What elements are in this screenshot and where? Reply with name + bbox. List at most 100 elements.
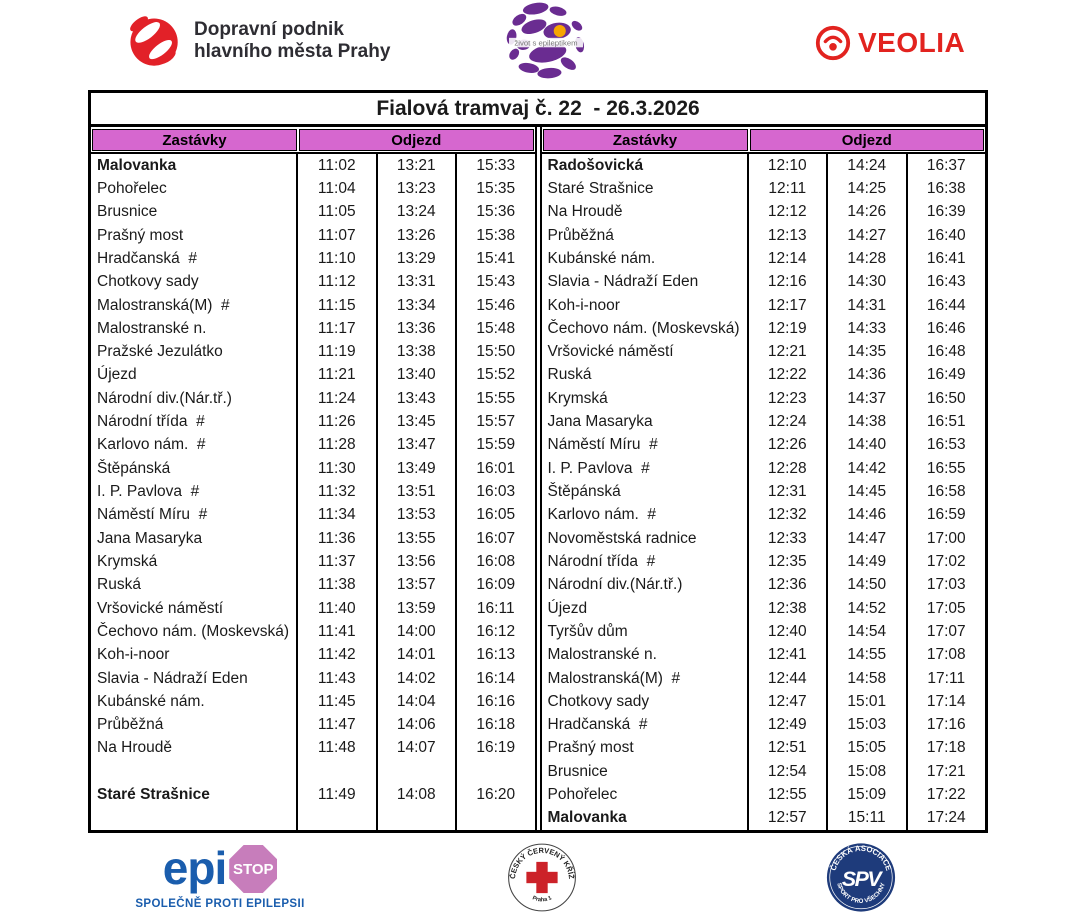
departure-time: 17:02: [905, 550, 986, 574]
spv-logo: ČESKÁ ASOCIACE SPV SPORT PRO VŠECHNY: [823, 842, 899, 913]
table-row: Hradčanská # 12:49 15:03 17:16: [542, 713, 986, 737]
table-row: Pohořelec 12:55 15:09 17:22: [542, 783, 986, 807]
table-row: Vršovické náměstí 11:40 13:59 16:11: [91, 596, 535, 621]
table-row: Jana Masaryka 12:24 14:38 16:51: [542, 410, 986, 434]
departure-time: 15:55: [455, 387, 535, 411]
departure-time: 14:33: [826, 317, 906, 341]
departure-time: 13:38: [375, 340, 456, 364]
departure-time: 12:40: [746, 620, 827, 644]
departure-time: 14:54: [826, 620, 906, 644]
departure-time: 12:54: [746, 760, 827, 784]
left-table-body: Malovanka 11:02 13:21 15:33 Pohořelec 11:04 13…: [91, 154, 535, 831]
stop-name: Staré Strašnice: [547, 179, 654, 197]
departure-time: 14:42: [826, 457, 906, 481]
table-row: Kubánské nám. 12:14 14:28 16:41: [542, 247, 986, 271]
departure-time: 13:56: [375, 550, 456, 574]
table-row: Malostranská(M) # 12:44 14:58 17:11: [542, 666, 986, 691]
table-row: Jana Masaryka 11:36 13:55 16:07: [91, 527, 535, 551]
epistop-tagline: SPOLEČNĚ PROTI EPILEPSII: [135, 898, 305, 910]
veolia-logo-text: VEOLIA: [858, 27, 966, 58]
stop-name: Staré Strašnice: [97, 786, 210, 804]
departure-time: 13:26: [375, 223, 456, 248]
departure-time: 13:34: [375, 293, 456, 318]
stop-name: Štěpánská: [547, 483, 621, 501]
stop-name: Prašný most: [547, 739, 634, 757]
table-row: Národní div.(Nár.tř.) 11:24 13:43 15:55: [91, 387, 535, 411]
stop-name: Ruská: [547, 366, 592, 384]
table-row: Malovanka 11:02 13:21 15:33: [91, 154, 535, 178]
departure-time: 11:49: [296, 783, 376, 807]
departure-time: 16:03: [455, 480, 535, 504]
departure-time: 13:40: [375, 363, 456, 388]
stop-name: Kubánské nám.: [547, 249, 656, 267]
departure-time: 16:44: [905, 293, 986, 318]
departure-time: 16:01: [455, 457, 535, 481]
departure-time: 13:23: [375, 177, 456, 201]
table-row: Újezd 12:38 14:52 17:05: [542, 596, 986, 621]
departure-time: 14:49: [826, 550, 906, 574]
departure-time: 16:55: [905, 457, 986, 481]
stops-column-header: Zastávky: [92, 129, 297, 151]
departure-time: 14:01: [375, 643, 456, 667]
stop-name: Krymská: [547, 389, 608, 407]
stop-name: Pohořelec: [547, 786, 618, 804]
stop-name: Štěpánská: [97, 459, 171, 477]
right-table-header: Zastávky Odjezd: [541, 127, 985, 154]
departure-time: 17:14: [905, 690, 986, 714]
departure-time: 17:08: [905, 643, 986, 667]
departure-time: 12:28: [746, 457, 827, 481]
departure-time: 13:45: [375, 410, 456, 434]
spv-badge-icon: ČESKÁ ASOCIACE SPV SPORT PRO VŠECHNY: [826, 843, 896, 912]
departure-time: 17:18: [905, 736, 986, 761]
departure-time: [296, 760, 376, 784]
stop-name: Chotkovy sady: [97, 273, 199, 291]
departure-time: [296, 806, 376, 831]
departure-time: 14:24: [826, 154, 906, 178]
red-cross-icon: ČESKÝ ČERVENÝ KŘÍŽ Praha 1: [508, 843, 576, 912]
departure-time: 11:41: [296, 620, 376, 644]
table-row: [91, 806, 535, 831]
departure-time: 12:14: [746, 247, 827, 271]
table-row: Pohořelec 11:04 13:23 15:35: [91, 177, 535, 201]
departure-time: 11:26: [296, 410, 376, 434]
departure-time: 16:07: [455, 527, 535, 551]
table-row: Brusnice 12:54 15:08 17:21: [542, 760, 986, 784]
departure-time: 15:36: [455, 200, 535, 224]
epistop-logo: epi STOP SPOLEČNĚ PROTI EPILEPSII: [120, 845, 320, 910]
stop-name: Malostranské n.: [97, 319, 207, 337]
departure-time: 15:08: [826, 760, 906, 784]
stop-name: Malovanka: [97, 156, 177, 174]
departure-time: 14:55: [826, 643, 906, 667]
departure-time: 15:03: [826, 713, 906, 737]
stop-name: Národní třída #: [547, 552, 656, 570]
red-cross-logo: ČESKÝ ČERVENÝ KŘÍŽ Praha 1: [504, 842, 580, 913]
stop-name: [91, 760, 296, 783]
departure-time: 16:09: [455, 573, 535, 597]
table-row: Staré Strašnice 12:11 14:25 16:38: [542, 177, 986, 201]
timetable-table: Fialová tramvaj č. 22 - 26.3.2026 Zastáv…: [88, 90, 988, 833]
table-row: Kubánské nám. 11:45 14:04 16:16: [91, 690, 535, 714]
stop-name: Národní div.(Nár.tř.): [547, 576, 683, 594]
departure-time: 11:38: [296, 573, 376, 597]
departure-time: 14:37: [826, 387, 906, 411]
departure-time: [375, 760, 456, 784]
departure-time: 13:24: [375, 200, 456, 224]
epilepsy-society-logo: život s epileptikem: [500, 0, 592, 86]
departure-time: 16:51: [905, 410, 986, 434]
dpp-logo: Dopravní podnik hlavního města Prahy: [124, 12, 390, 70]
table-row: Čechovo nám. (Moskevská) 12:19 14:33 16:46: [542, 317, 986, 341]
stop-name: Slavia - Nádraží Eden: [97, 669, 248, 687]
departure-time: 14:31: [826, 293, 906, 318]
departure-time: 16:49: [905, 363, 986, 388]
stop-name: [91, 807, 296, 830]
departure-time: 17:07: [905, 620, 986, 644]
departure-time: 11:07: [296, 223, 376, 248]
table-row: Tyršův dům 12:40 14:54 17:07: [542, 620, 986, 644]
departure-time: 11:05: [296, 200, 376, 224]
departure-time: 12:41: [746, 643, 827, 667]
stop-name: Jana Masaryka: [547, 413, 653, 431]
departure-time: 11:32: [296, 480, 376, 504]
departure-time: 12:36: [746, 573, 827, 597]
stop-name: Jana Masaryka: [97, 529, 203, 547]
departure-time: 12:57: [746, 806, 827, 831]
